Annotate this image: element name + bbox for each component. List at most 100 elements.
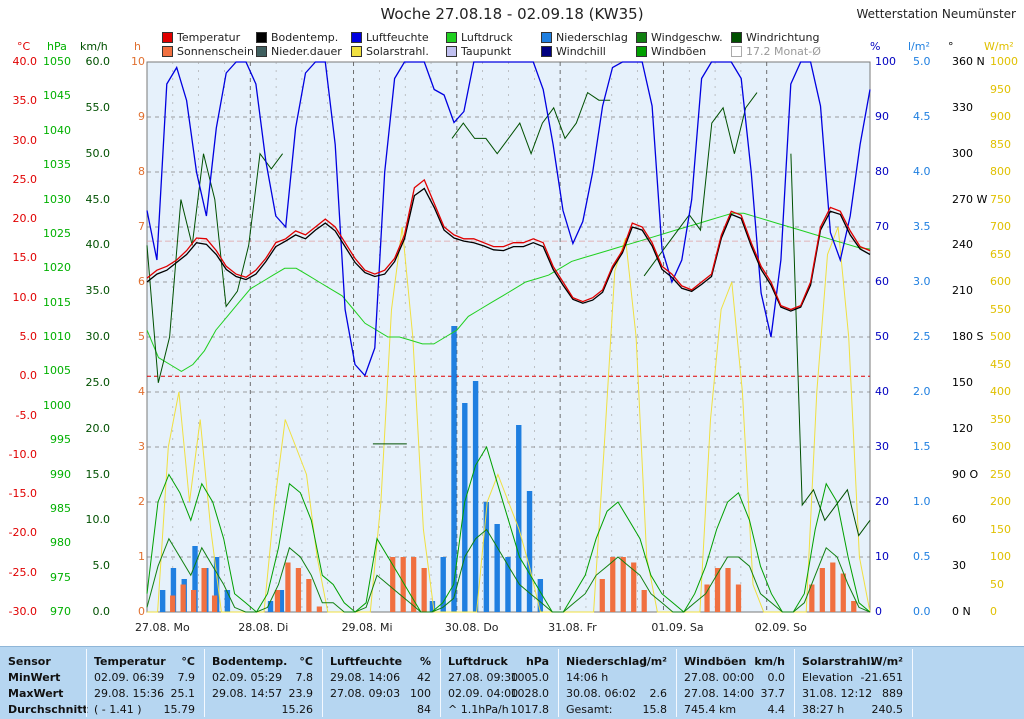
- bar-sonnenschein: [599, 579, 605, 612]
- stat-label: 27.08. 09:03: [330, 687, 401, 700]
- stat-value: 1028.0: [510, 687, 550, 700]
- stat-value: km/h: [754, 655, 785, 668]
- axis-unit-pressure: hPa: [47, 40, 67, 53]
- legend-item: Windgeschw.: [636, 31, 723, 44]
- axis-tick-rain: 0.5: [913, 550, 931, 563]
- axis-tick-pressure: 1020: [43, 261, 71, 275]
- day-label: 30.08. Do: [444, 621, 499, 634]
- bar-sonnenschein: [620, 557, 626, 612]
- legend-item: Luftdruck: [446, 31, 513, 44]
- stat-label: 14:06 h: [566, 671, 609, 684]
- axis-tick-sun: 0: [138, 605, 145, 618]
- legend-item: Nieder.dauer: [256, 45, 342, 58]
- bar-niederschlag: [494, 524, 500, 612]
- legend-label: Temperatur: [177, 31, 241, 44]
- min-label: MinWert: [8, 671, 61, 684]
- axis-tick-pressure: 980: [50, 536, 71, 550]
- axis-tick-direction: 150: [952, 375, 973, 389]
- bar-niederschlag: [159, 590, 166, 612]
- bar-niederschlag: [537, 579, 544, 612]
- axis-tick-wind: 5.0: [92, 559, 111, 573]
- stat-label: Windböen: [684, 655, 747, 668]
- table-separator: [558, 649, 559, 717]
- axis-tick-rain: 1.5: [913, 440, 931, 453]
- axis-tick-solar: 900: [990, 110, 1011, 123]
- stat-value: 1017.8: [510, 703, 550, 716]
- axis-tick-direction: 120: [952, 421, 973, 435]
- bar-niederschlag: [472, 381, 479, 612]
- axis-tick-solar: 350: [990, 412, 1011, 426]
- axis-tick-humidity: 60: [875, 275, 889, 288]
- legend-item: Solarstrahl.: [351, 45, 429, 58]
- bar-sonnenschein: [610, 557, 616, 612]
- axis-tick-solar: 1000: [990, 55, 1018, 68]
- bar-niederschlag: [192, 546, 198, 612]
- stat-label: Luftdruck: [448, 655, 508, 668]
- axis-tick-sun: 3: [138, 440, 145, 453]
- axis-tick-direction: 330: [952, 100, 973, 114]
- axis-tick-wind: 20.0: [85, 421, 111, 435]
- stat-value: l/m²: [642, 655, 667, 668]
- bar-sonnenschein: [704, 584, 710, 612]
- stat-value: 2.6: [649, 687, 668, 700]
- axis-tick-solar: 500: [990, 330, 1011, 343]
- bar-sonnenschein: [201, 568, 207, 612]
- stat-label: 30.08. 06:02: [566, 687, 637, 700]
- avg-label: Durchschnitt: [8, 703, 88, 716]
- stat-column: Luftdruck hPa 27.08. 09:30 1005.0 02.09. 04:…: [448, 647, 549, 719]
- axis-tick-sun: 1: [138, 550, 145, 563]
- axis-tick-pressure: 1025: [43, 226, 71, 240]
- bar-niederschlag: [440, 557, 446, 612]
- stat-column: Niederschlag l/m² 14:06 h 30.08. 06:02 2.6 Ge…: [566, 647, 667, 719]
- axis-tick-sun: 7: [138, 220, 145, 233]
- stat-label: Luftfeuchte: [330, 655, 403, 668]
- axis-tick-solar: 50: [990, 577, 1004, 591]
- legend-swatch: [256, 46, 267, 57]
- axis-tick-rain: 3.0: [913, 275, 931, 288]
- bar-sonnenschein: [851, 601, 857, 612]
- axis-tick-humidity: 10: [875, 550, 889, 563]
- axis-tick-temp: -5.0: [15, 408, 37, 422]
- axis-tick-solar: 150: [990, 522, 1011, 536]
- stat-label: 02.09. 04:00: [448, 687, 519, 700]
- legend-swatch: [636, 32, 647, 43]
- axis-tick-pressure: 990: [50, 467, 71, 481]
- axis-unit-temp: °C: [17, 40, 31, 53]
- stat-value: °C: [181, 655, 195, 668]
- table-separator: [86, 649, 87, 717]
- stat-value: 240.5: [871, 703, 904, 716]
- legend-swatch: [541, 32, 552, 43]
- stat-column: Solarstrahl. W/m² Elevation -21.651 31.08. 1…: [802, 647, 903, 719]
- stat-label: ( - 1.41 ): [94, 703, 142, 716]
- bar-sonnenschein: [316, 606, 322, 612]
- bar-sonnenschein: [840, 573, 846, 612]
- axis-tick-direction: 90 O: [952, 467, 979, 481]
- axis-tick-temp: 25.0: [12, 172, 38, 186]
- axis-tick-pressure: 1010: [43, 330, 71, 343]
- axis-tick-wind: 0.0: [92, 605, 111, 618]
- legend-swatch: [351, 46, 362, 57]
- axis-tick-temp: -30.0: [8, 605, 37, 618]
- axis-tick-sun: 9: [138, 110, 145, 123]
- axis-unit-sun: h: [134, 40, 141, 53]
- axis-tick-temp: -25.0: [8, 565, 37, 579]
- bar-sonnenschein: [191, 590, 197, 612]
- axis-tick-temp: -15.0: [8, 487, 37, 501]
- legend-item: Bodentemp.: [256, 31, 338, 44]
- legend-label: Windböen: [651, 45, 707, 58]
- axis-tick-wind: 50.0: [85, 146, 111, 160]
- axis-tick-solar: 0: [990, 605, 997, 618]
- stat-label: 27.08. 00:00: [684, 671, 755, 684]
- legend-item: 17.2 Monat-Ø: [731, 45, 821, 58]
- legend-item: Sonnenschein: [162, 45, 254, 58]
- axis-tick-solar: 450: [990, 357, 1011, 371]
- legend-swatch: [731, 32, 742, 43]
- legend-item: Luftfeuchte: [351, 31, 429, 44]
- legend-label: Nieder.dauer: [271, 45, 342, 58]
- axis-tick-wind: 35.0: [85, 284, 111, 298]
- axis-tick-sun: 2: [138, 495, 145, 508]
- axis-tick-humidity: 100: [875, 55, 896, 68]
- legend-label: Taupunkt: [461, 45, 512, 58]
- bar-niederschlag: [505, 557, 511, 612]
- series-luftfeuchte: [146, 61, 871, 377]
